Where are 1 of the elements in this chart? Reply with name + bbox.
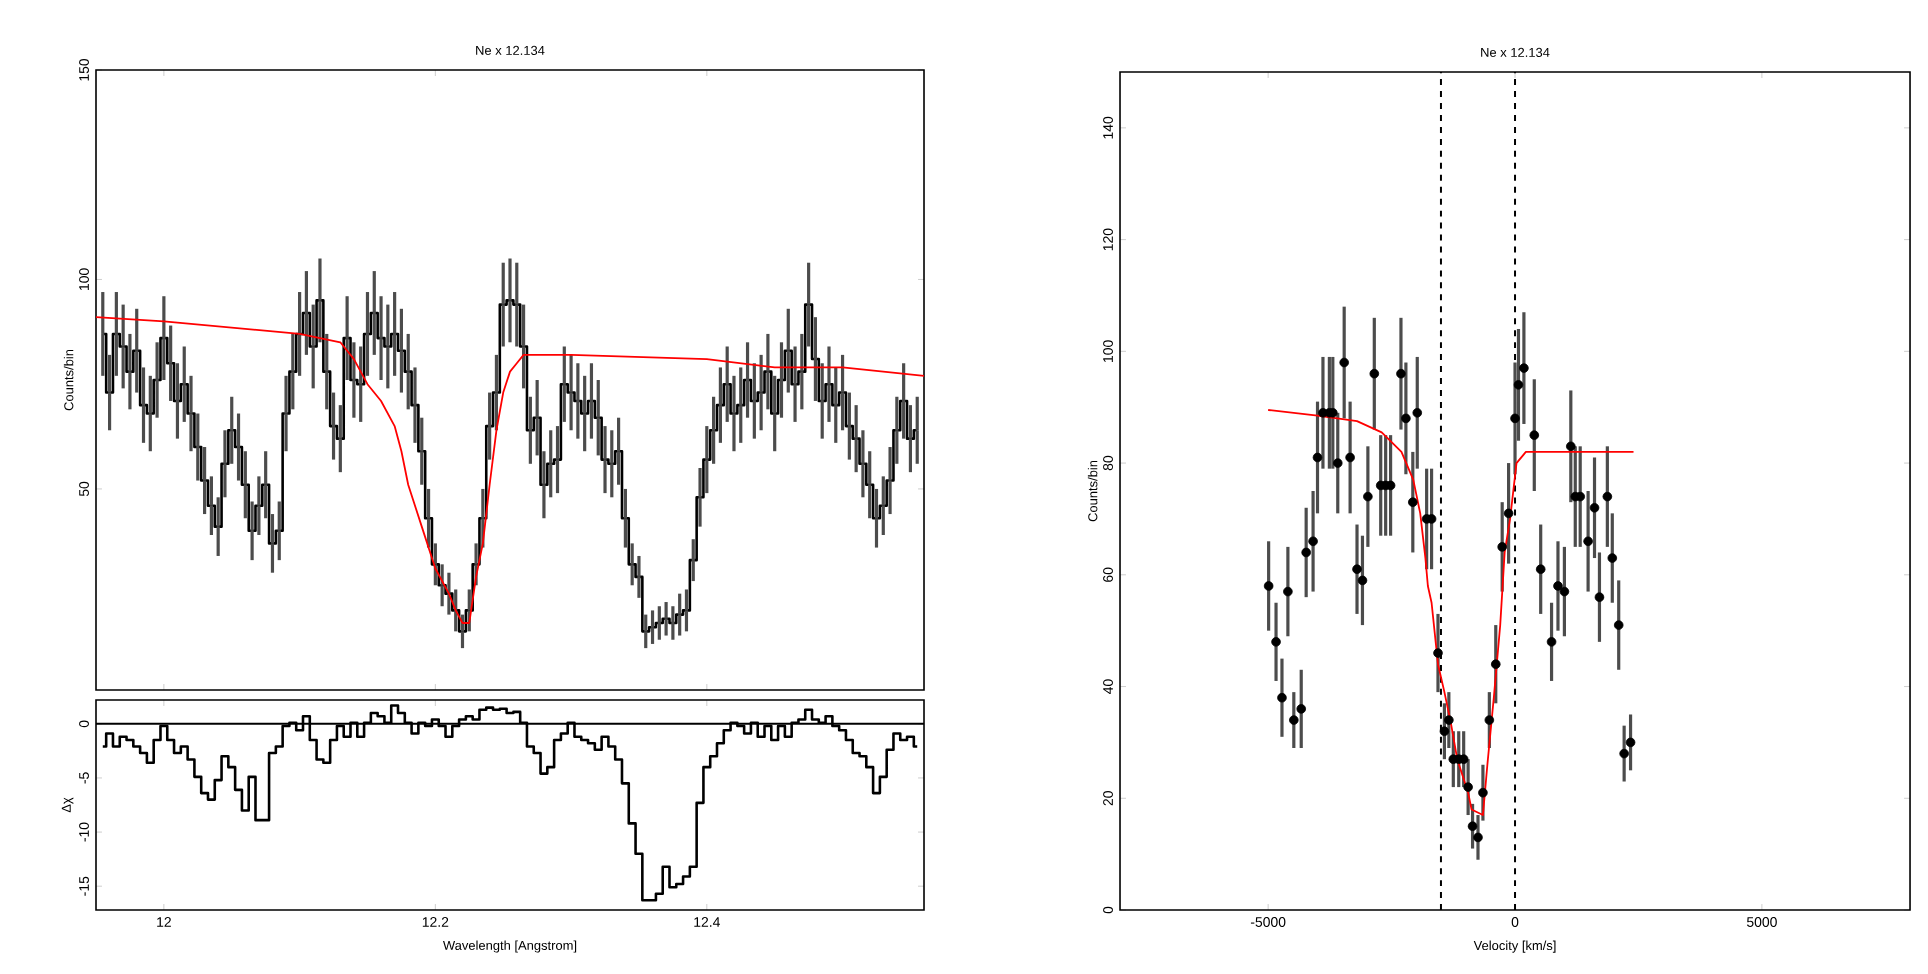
- line-series: [1267, 409, 1635, 816]
